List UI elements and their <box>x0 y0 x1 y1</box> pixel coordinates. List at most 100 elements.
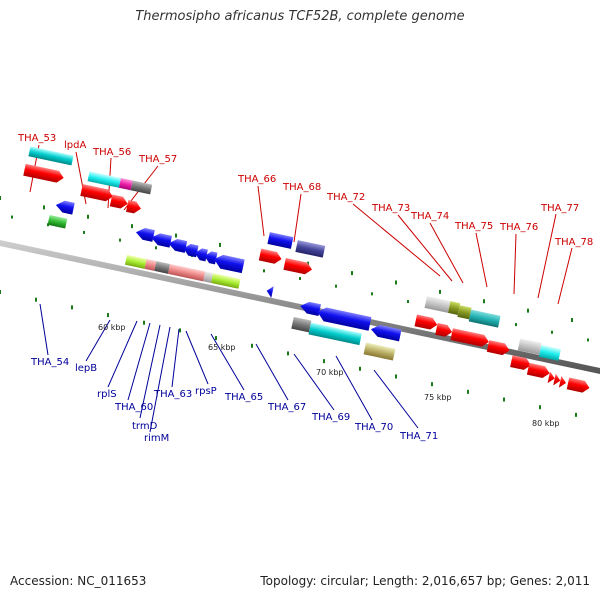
leader-line <box>429 222 464 284</box>
feature-lightgray <box>424 296 451 313</box>
feature-salmon <box>144 259 157 271</box>
leader-line <box>210 333 245 391</box>
feature-teal <box>468 309 501 328</box>
genome-summary: Topology: circular; Length: 2,016,657 bp… <box>260 574 590 588</box>
reverse-gene-arrow <box>317 307 372 331</box>
feature-olive <box>448 301 461 315</box>
feature-purple <box>295 240 326 258</box>
scale-label: 75 kbp <box>424 393 452 402</box>
gene-label: THA_65 <box>224 392 263 403</box>
gene-label: THA_78 <box>554 237 593 248</box>
feature-cyan <box>87 171 121 188</box>
scale-label: 80 kbp <box>532 419 560 428</box>
gene-label: THA_57 <box>138 154 177 165</box>
reverse-gene-arrow <box>204 251 218 265</box>
reverse-gene-arrow <box>151 233 172 248</box>
forward-gene-arrow <box>526 362 550 378</box>
reverse-gene-labels: THA_54 lepB rplS THA_60 trmD rimM THA_63… <box>30 357 438 444</box>
reverse-gene-arrow <box>168 239 188 253</box>
gene-label: THA_74 <box>410 211 449 222</box>
feature-khaki <box>363 342 396 361</box>
forward-gene-arrow <box>258 248 282 264</box>
gene-label: THA_69 <box>311 412 350 423</box>
forward-gene-arrow <box>547 371 555 384</box>
reverse-gene-arrow <box>266 286 274 298</box>
gene-label: THA_60 <box>114 402 153 413</box>
forward-gene-arrow <box>435 322 453 337</box>
leader-line <box>139 324 161 419</box>
leader-line <box>293 353 335 411</box>
leader-line <box>373 369 419 429</box>
feature-olive <box>457 305 472 320</box>
reverse-gene-arrow <box>183 243 199 258</box>
feature-salmon <box>168 264 206 282</box>
feature-gray <box>291 316 312 333</box>
forward-gene-arrow <box>450 328 489 347</box>
leader-line <box>293 193 302 243</box>
leader-line <box>107 320 138 388</box>
gene-label: THA_63 <box>153 389 192 400</box>
forward-gene-arrow <box>283 257 313 275</box>
gene-label: lepB <box>75 363 97 374</box>
reverse-gene-arrow <box>300 301 322 317</box>
gene-label: THA_76 <box>499 222 538 233</box>
feature-magenta <box>118 177 133 191</box>
feature-green <box>47 214 68 229</box>
gene-label: THA_67 <box>267 402 306 413</box>
reverse-gene-arrow <box>370 325 402 342</box>
leader-line <box>513 233 517 295</box>
leader-line <box>397 214 453 282</box>
leader-line <box>127 322 151 401</box>
forward-gene-arrow <box>80 184 113 202</box>
gene-features <box>23 146 590 393</box>
leader-line <box>85 319 111 362</box>
gene-label: rimM <box>144 433 169 444</box>
feature-gray <box>130 180 153 195</box>
accession-label: Accession: NC_011653 <box>10 574 147 588</box>
forward-gene-arrow <box>23 163 64 183</box>
forward-gene-arrow <box>414 314 438 330</box>
genome-backbone <box>0 240 600 374</box>
reverse-gene-arrow <box>55 200 75 215</box>
gene-label: lpdA <box>64 140 86 151</box>
leader-line <box>255 343 289 401</box>
gene-label: THA_71 <box>399 431 438 442</box>
feature-lightgray <box>203 271 214 283</box>
gene-label: THA_53 <box>17 133 56 144</box>
leader-line <box>475 232 488 288</box>
forward-gene-arrow <box>109 194 128 209</box>
gene-label: THA_66 <box>237 174 276 185</box>
feature-lime <box>124 254 147 269</box>
gene-label: THA_77 <box>540 203 579 214</box>
scale-label: 60 kbp <box>98 323 126 332</box>
leader-line <box>149 326 171 433</box>
forward-gene-arrow <box>566 377 590 393</box>
leader-line <box>537 213 557 299</box>
feature-lime <box>211 273 241 289</box>
leader-line <box>257 185 265 237</box>
gene-label: THA_70 <box>354 422 393 433</box>
forward-gene-arrow <box>553 373 561 386</box>
scale-labels: 60 kbp 65 kbp 70 kbp 75 kbp 80 kbp <box>98 323 560 428</box>
forward-gene-arrow <box>126 200 141 214</box>
feature-cyan <box>28 146 74 166</box>
forward-gene-labels: THA_53 lpdA THA_56 THA_57 THA_66 THA_68 … <box>17 133 593 248</box>
gene-label: trmD <box>132 421 158 432</box>
feature-blue <box>267 232 294 249</box>
leader-line <box>39 303 49 356</box>
gene-label: THA_72 <box>326 192 365 203</box>
gene-label: THA_56 <box>92 147 131 158</box>
gene-label: THA_68 <box>282 182 321 193</box>
leader-line <box>185 330 209 385</box>
reverse-gene-arrow <box>214 254 245 274</box>
scale-label: 65 kbp <box>208 343 236 352</box>
leader-line <box>557 247 573 305</box>
feature-lightgray <box>517 338 542 355</box>
gene-label: THA_73 <box>371 203 410 214</box>
leader-line <box>171 328 180 388</box>
feature-cyan <box>308 322 362 346</box>
forward-gene-arrow <box>510 355 531 370</box>
gene-label: THA_54 <box>30 357 69 368</box>
